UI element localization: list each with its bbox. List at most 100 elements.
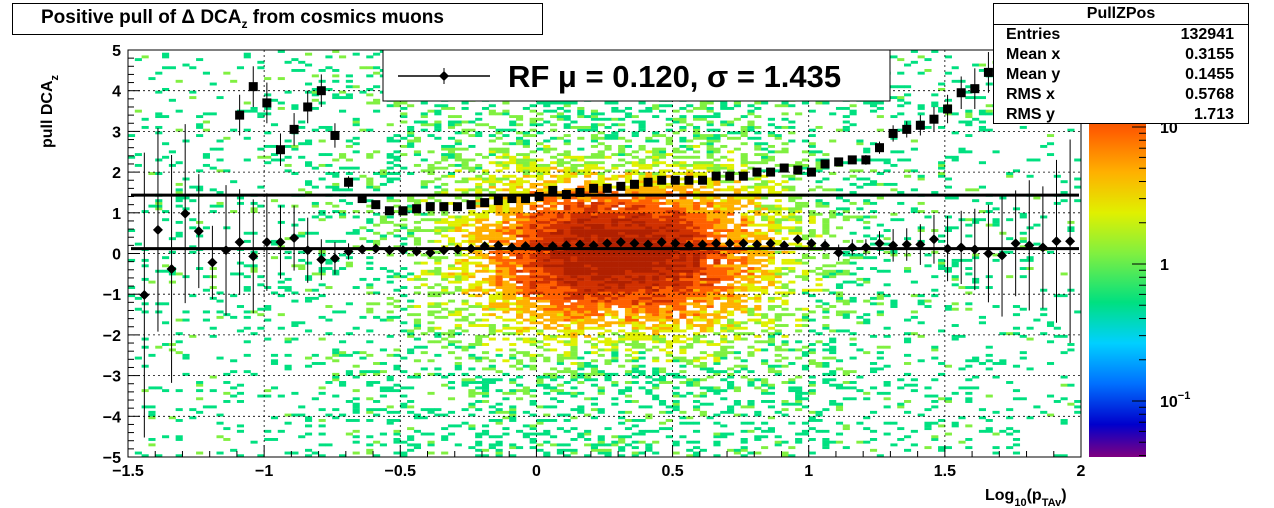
heatmap-cell xyxy=(502,286,510,289)
heatmap-cell xyxy=(686,104,694,108)
heatmap-cell xyxy=(529,440,537,444)
heatmap-cell xyxy=(570,210,578,213)
heatmap-cell xyxy=(720,340,728,344)
heatmap-cell xyxy=(597,299,605,303)
heatmap-cell xyxy=(781,413,789,417)
heatmap-cell xyxy=(502,215,510,219)
heatmap-cell xyxy=(672,375,680,379)
heatmap-cell xyxy=(529,166,537,170)
heatmap-cell xyxy=(604,307,612,311)
heatmap-cell xyxy=(454,277,462,281)
heatmap-cell xyxy=(720,134,728,138)
heatmap-cell xyxy=(577,258,585,262)
heatmap-cell xyxy=(332,310,340,314)
heatmap-cell xyxy=(679,204,687,208)
heatmap-cell xyxy=(590,256,598,260)
heatmap-cell xyxy=(495,454,503,457)
heatmap-cell xyxy=(631,400,639,403)
heatmap-cell xyxy=(665,237,673,241)
heatmap-cell xyxy=(162,87,170,91)
heatmap-cell xyxy=(733,237,741,241)
heatmap-cell xyxy=(658,324,667,327)
heatmap-cell xyxy=(461,177,469,181)
heatmap-cell xyxy=(590,408,598,412)
heatmap-cell xyxy=(645,264,653,268)
heatmap-cell xyxy=(686,155,694,159)
heatmap-cell xyxy=(692,180,701,184)
heatmap-cell xyxy=(652,280,660,284)
heatmap-cell xyxy=(624,419,633,422)
heatmap-cell xyxy=(638,231,646,235)
heatmap-cell xyxy=(488,237,496,241)
heatmap-cell xyxy=(536,182,544,186)
heatmap-cell xyxy=(393,299,401,303)
heatmap-cell xyxy=(277,220,285,224)
heatmap-cell xyxy=(502,210,510,213)
heatmap-cell xyxy=(550,256,558,260)
heatmap-cell xyxy=(495,307,503,311)
heatmap-cell xyxy=(529,120,537,124)
heatmap-cell xyxy=(543,305,551,308)
heatmap-cell xyxy=(638,163,646,167)
heatmap-cell xyxy=(774,218,782,222)
heatmap-cell xyxy=(754,296,762,300)
heatmap-cell xyxy=(393,272,401,276)
heatmap-cell xyxy=(522,258,530,262)
heatmap-cell xyxy=(393,234,401,238)
heatmap-cell xyxy=(672,256,680,260)
heatmap-cell xyxy=(679,340,687,344)
heatmap-cell xyxy=(584,231,592,235)
heatmap-cell xyxy=(795,432,803,436)
heatmap-cell xyxy=(284,286,292,289)
heatmap-cell xyxy=(488,261,496,265)
heatmap-cell xyxy=(740,440,748,444)
heatmap-cell xyxy=(393,245,401,249)
heatmap-cell xyxy=(175,272,183,276)
heatmap-cell xyxy=(584,307,592,311)
heatmap-cell xyxy=(522,174,530,178)
heatmap-cell xyxy=(733,389,741,393)
heatmap-cell xyxy=(257,307,265,311)
heatmap-cell xyxy=(584,288,592,292)
heatmap-cell xyxy=(692,155,701,159)
heatmap-cell xyxy=(447,226,456,230)
heatmap-cell xyxy=(509,356,517,360)
heatmap-cell xyxy=(611,435,619,439)
heatmap-cell xyxy=(502,299,510,303)
heatmap-cell xyxy=(733,370,741,374)
heatmap-cell xyxy=(624,172,633,176)
heatmap-cell xyxy=(509,182,517,186)
heatmap-cell xyxy=(556,427,564,431)
heatmap-cell xyxy=(597,188,605,192)
heatmap-cell xyxy=(543,375,551,379)
heatmap-cell xyxy=(672,264,680,268)
heatmap-cell xyxy=(761,169,769,173)
heatmap-cell xyxy=(563,448,571,452)
heatmap-cell xyxy=(516,166,524,170)
heatmap-cell xyxy=(155,386,163,390)
heatmap-cell xyxy=(536,267,544,270)
heatmap-cell xyxy=(720,229,728,232)
heatmap-cell xyxy=(584,185,592,189)
heatmap-cell xyxy=(434,226,442,230)
heatmap-cell xyxy=(584,334,592,338)
heatmap-cell xyxy=(692,305,701,308)
heatmap-cell xyxy=(264,429,272,433)
heatmap-cell xyxy=(522,310,530,314)
heatmap-cell xyxy=(665,291,673,295)
heatmap-cell xyxy=(590,294,598,298)
heatmap-cell xyxy=(556,340,564,344)
heatmap-cell xyxy=(447,215,456,219)
heatmap-cell xyxy=(733,172,741,176)
heatmap-cell xyxy=(781,408,789,412)
heatmap-cell xyxy=(672,261,680,265)
heatmap-cell xyxy=(468,272,476,276)
heatmap-cell xyxy=(672,280,680,284)
heatmap-cell xyxy=(304,424,313,428)
heatmap-cell xyxy=(727,267,735,270)
heatmap-cell xyxy=(556,237,564,241)
heatmap-cell xyxy=(441,451,449,455)
heatmap-cell xyxy=(706,321,714,325)
heatmap-cell xyxy=(475,117,483,121)
heatmap-cell xyxy=(611,356,619,360)
